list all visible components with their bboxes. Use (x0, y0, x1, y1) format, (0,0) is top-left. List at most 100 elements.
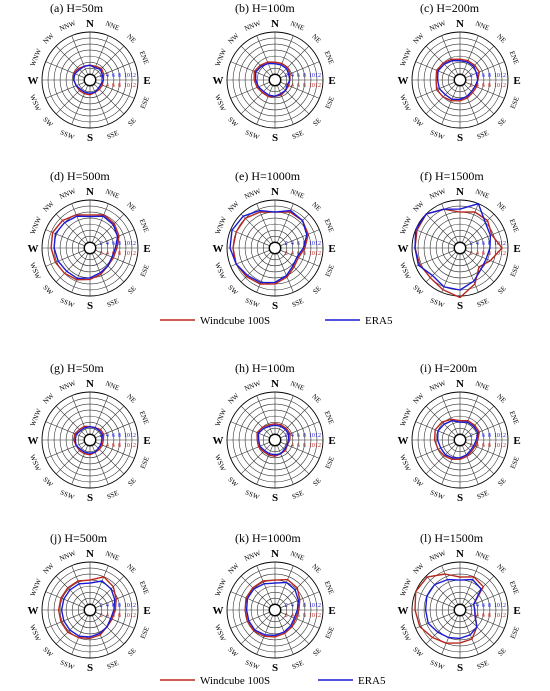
tick-label: 10 (124, 603, 130, 609)
direction-label: ENE (508, 410, 521, 426)
tick-label: 10 (309, 241, 315, 247)
tick-label: 8 (118, 613, 121, 619)
grid-spoke (441, 253, 459, 293)
direction-label: S (272, 492, 278, 504)
panel-title: (d) H=500m (50, 169, 110, 183)
direction-label: SSW (244, 297, 261, 310)
direction-label: E (328, 605, 335, 617)
direction-label: SSW (59, 129, 76, 142)
grid-spoke (461, 395, 479, 435)
tick-label: 12 (130, 603, 136, 609)
grid-spoke (240, 575, 272, 607)
tick-label: 4 (291, 251, 294, 257)
direction-label: ENE (508, 50, 521, 66)
grid-spoke (240, 251, 272, 283)
direction-label: S (87, 300, 93, 312)
grid-spoke (276, 35, 294, 75)
tick-label: 2 (285, 241, 288, 247)
series-line (72, 425, 105, 456)
direction-label: SSW (244, 489, 261, 502)
grid-spoke (425, 251, 457, 283)
grid-spoke (463, 83, 495, 115)
grid-spoke (425, 443, 457, 475)
tick-label: 8 (303, 603, 306, 609)
grid-spoke (276, 395, 294, 435)
tick-label: 6 (482, 83, 485, 89)
grid-spoke (463, 443, 495, 475)
series-line (436, 420, 479, 459)
grid-spoke (55, 575, 87, 607)
direction-label: SE (311, 476, 322, 487)
tick-label: 10 (309, 73, 315, 79)
panel-title: (e) H=1000m (235, 169, 301, 183)
tick-label: 4 (476, 251, 479, 257)
tick-label: 6 (482, 613, 485, 619)
direction-label: N (86, 186, 94, 198)
grid-spoke (276, 203, 294, 243)
grid-spoke (240, 405, 272, 437)
tick-label: 6 (112, 73, 115, 79)
direction-label: NNE (289, 380, 305, 393)
tick-label: 2 (285, 613, 288, 619)
direction-label: SE (126, 284, 137, 295)
direction-label: NE (125, 201, 137, 213)
direction-label: E (513, 605, 520, 617)
direction-label: SW (411, 646, 424, 659)
direction-label: SSE (476, 659, 490, 671)
tick-label: 10 (124, 433, 130, 439)
direction-label: NW (412, 31, 426, 45)
series-line (436, 60, 479, 101)
direction-label: N (271, 18, 279, 30)
tick-label: 6 (297, 433, 300, 439)
grid-spoke (230, 611, 270, 629)
direction-label: W (28, 605, 39, 617)
direction-label: SE (311, 116, 322, 127)
grid-spoke (465, 611, 505, 629)
direction-label: W (398, 435, 409, 447)
center-circle (453, 603, 467, 617)
tick-label: 12 (315, 603, 321, 609)
grid-spoke (465, 591, 505, 609)
grid-spoke (55, 405, 87, 437)
direction-label: SW (41, 646, 54, 659)
panel-title: (k) H=1000m (235, 531, 301, 545)
direction-label: N (456, 18, 464, 30)
grid-spoke (461, 85, 479, 125)
tick-label: 10 (124, 241, 130, 247)
tick-label: 8 (488, 603, 491, 609)
grid-spoke (463, 575, 495, 607)
direction-label: WSW (398, 453, 412, 472)
series-line (245, 581, 300, 637)
direction-label: SE (496, 116, 507, 127)
direction-label: SE (311, 646, 322, 657)
grid-spoke (280, 421, 320, 439)
tick-label: 10 (124, 73, 130, 79)
direction-label: ENE (323, 580, 336, 596)
panel-title: (h) H=100m (235, 361, 295, 375)
grid-spoke (441, 615, 459, 655)
tick-label: 6 (112, 83, 115, 89)
direction-label: SW (226, 116, 239, 129)
grid-spoke (276, 445, 294, 485)
direction-label: SSE (291, 129, 305, 141)
direction-label: NNE (474, 550, 490, 563)
grid-spoke (95, 611, 135, 629)
tick-label: 2 (285, 603, 288, 609)
direction-label: E (143, 605, 150, 617)
grid-spoke (278, 83, 310, 115)
direction-label: WSW (213, 623, 227, 642)
direction-label: SW (411, 284, 424, 297)
direction-label: S (457, 300, 463, 312)
grid-spoke (415, 229, 455, 247)
tick-label: 12 (130, 251, 136, 257)
legend-era5-label: ERA5 (358, 675, 386, 687)
center-circle (453, 73, 467, 87)
direction-label: ENE (508, 218, 521, 234)
grid-spoke (280, 611, 320, 629)
direction-label: SSW (59, 659, 76, 672)
series-line (244, 578, 301, 638)
panel-title: (l) H=1500m (420, 531, 484, 545)
tick-label: 10 (124, 83, 130, 89)
